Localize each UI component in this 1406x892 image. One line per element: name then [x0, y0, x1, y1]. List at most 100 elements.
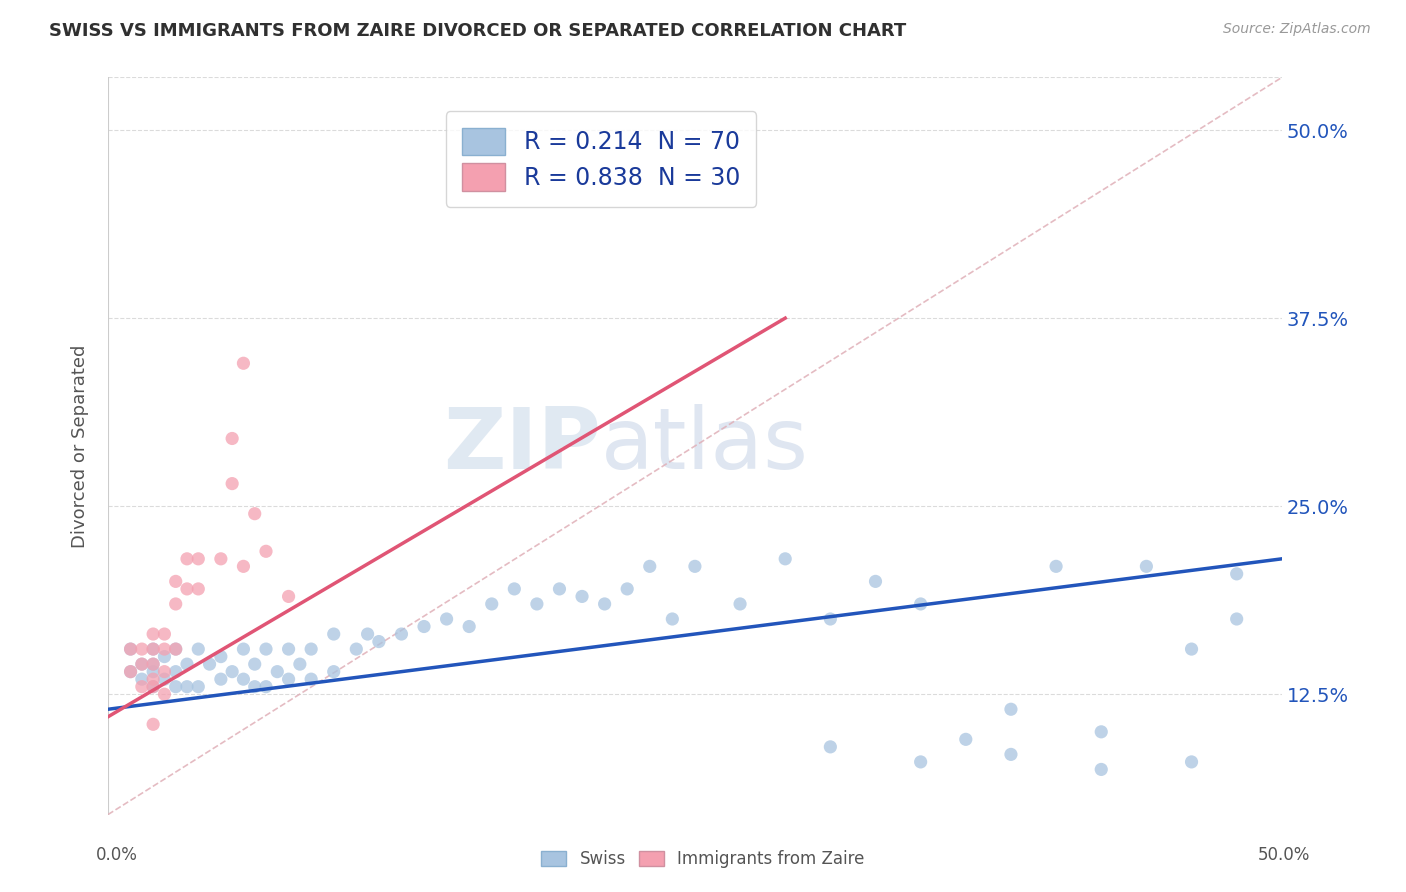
Point	[503, 582, 526, 596]
Point	[865, 574, 887, 589]
Point	[176, 657, 198, 672]
Text: 0.0%: 0.0%	[96, 846, 138, 863]
Point	[120, 665, 142, 679]
Point	[910, 597, 932, 611]
Point	[299, 642, 322, 657]
Point	[266, 665, 288, 679]
Point	[593, 597, 616, 611]
Point	[277, 590, 299, 604]
Point	[616, 582, 638, 596]
Point	[165, 642, 187, 657]
Point	[254, 642, 277, 657]
Point	[1090, 724, 1112, 739]
Point	[209, 649, 232, 664]
Text: SWISS VS IMMIGRANTS FROM ZAIRE DIVORCED OR SEPARATED CORRELATION CHART: SWISS VS IMMIGRANTS FROM ZAIRE DIVORCED …	[49, 22, 907, 40]
Point	[142, 672, 165, 686]
Point	[254, 544, 277, 558]
Point	[142, 627, 165, 641]
Point	[153, 649, 176, 664]
Point	[232, 672, 254, 686]
Point	[187, 642, 209, 657]
Point	[1045, 559, 1067, 574]
Point	[955, 732, 977, 747]
Legend: Swiss, Immigrants from Zaire: Swiss, Immigrants from Zaire	[534, 844, 872, 875]
Point	[773, 551, 796, 566]
Point	[526, 597, 548, 611]
Point	[142, 657, 165, 672]
Point	[131, 657, 153, 672]
Point	[120, 642, 142, 657]
Point	[120, 642, 142, 657]
Point	[153, 687, 176, 701]
Y-axis label: Divorced or Separated: Divorced or Separated	[72, 344, 89, 548]
Point	[661, 612, 683, 626]
Point	[1000, 747, 1022, 762]
Text: atlas: atlas	[600, 404, 808, 488]
Point	[142, 642, 165, 657]
Point	[131, 672, 153, 686]
Point	[243, 507, 266, 521]
Point	[820, 612, 842, 626]
Point	[254, 680, 277, 694]
Point	[187, 582, 209, 596]
Point	[232, 559, 254, 574]
Point	[1226, 566, 1249, 581]
Point	[142, 717, 165, 731]
Point	[344, 642, 367, 657]
Point	[1180, 642, 1202, 657]
Point	[153, 665, 176, 679]
Point	[277, 642, 299, 657]
Point	[221, 665, 243, 679]
Point	[1180, 755, 1202, 769]
Point	[367, 634, 389, 648]
Point	[176, 551, 198, 566]
Point	[728, 597, 751, 611]
Point	[131, 680, 153, 694]
Point	[153, 672, 176, 686]
Text: 50.0%: 50.0%	[1258, 846, 1310, 863]
Point	[299, 672, 322, 686]
Point	[153, 642, 176, 657]
Point	[243, 657, 266, 672]
Text: ZIP: ZIP	[443, 404, 600, 488]
Point	[436, 612, 458, 626]
Point	[232, 642, 254, 657]
Point	[571, 590, 593, 604]
Point	[198, 657, 221, 672]
Point	[322, 665, 344, 679]
Point	[221, 432, 243, 446]
Point	[165, 665, 187, 679]
Point	[165, 642, 187, 657]
Point	[165, 680, 187, 694]
Point	[131, 657, 153, 672]
Point	[187, 680, 209, 694]
Point	[481, 597, 503, 611]
Point	[176, 582, 198, 596]
Point	[638, 559, 661, 574]
Point	[356, 627, 378, 641]
Point	[391, 627, 413, 641]
Point	[277, 672, 299, 686]
Point	[413, 619, 436, 633]
Point	[910, 755, 932, 769]
Point	[165, 597, 187, 611]
Point	[142, 680, 165, 694]
Point	[322, 627, 344, 641]
Point	[131, 642, 153, 657]
Point	[548, 582, 571, 596]
Point	[209, 551, 232, 566]
Point	[209, 672, 232, 686]
Text: Source: ZipAtlas.com: Source: ZipAtlas.com	[1223, 22, 1371, 37]
Legend: R = 0.214  N = 70, R = 0.838  N = 30: R = 0.214 N = 70, R = 0.838 N = 30	[446, 112, 756, 207]
Point	[243, 680, 266, 694]
Point	[1000, 702, 1022, 716]
Point	[153, 627, 176, 641]
Point	[165, 574, 187, 589]
Point	[288, 657, 311, 672]
Point	[142, 657, 165, 672]
Point	[232, 356, 254, 370]
Point	[142, 680, 165, 694]
Point	[1135, 559, 1157, 574]
Point	[458, 619, 481, 633]
Point	[142, 642, 165, 657]
